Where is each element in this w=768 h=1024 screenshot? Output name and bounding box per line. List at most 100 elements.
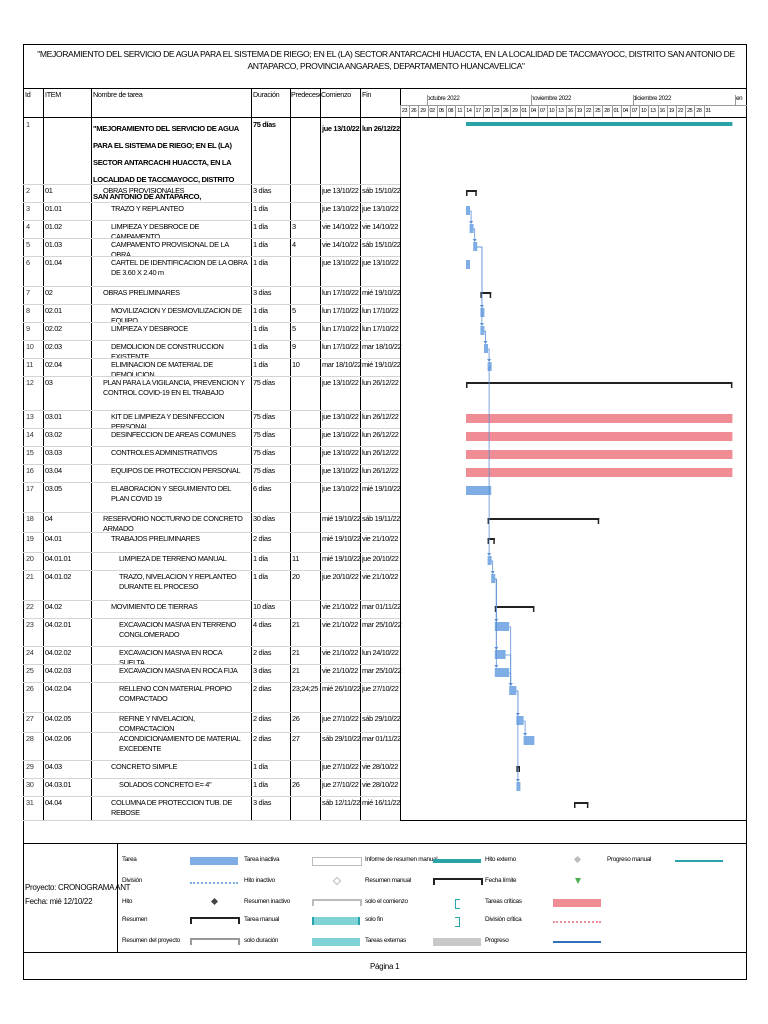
task-name: RESERVORIO NOCTURNO DE CONCRETO ARMADO [103,514,243,533]
legend-label-manual-task: Tarea manual [244,916,280,923]
timeline-month: noviembre 2022 [531,95,572,102]
row-divider [23,778,400,779]
row-divider [23,532,400,533]
timeline-day: 26 [411,108,417,114]
task-item: 02 [45,288,53,297]
task-item: 04.02.03 [45,666,71,675]
row-divider [23,482,400,483]
timeline-day: 17 [475,108,481,114]
row-divider [23,512,400,513]
task-duration: 10 días [253,602,275,611]
task-end: mar 01/11/22 [362,734,401,743]
col-divider [320,88,321,820]
legend-swatch-summary [190,917,240,924]
task-end: jue 20/10/22 [362,554,399,563]
task-id: 25 [26,666,34,675]
task-name: MOVIMIENTO DE TIERRAS [111,602,198,611]
task-id: 5 [26,240,30,249]
row-divider [23,446,400,447]
task-id: 15 [26,448,34,457]
task-item: 04.03 [45,762,62,771]
timeline-day: 19 [576,108,583,114]
month-divider [427,95,428,106]
row-divider [23,410,400,411]
task-start: mié 19/10/22 [322,534,361,543]
task-id: 17 [26,484,34,493]
timeline-day-divider [510,106,512,117]
row-divider [23,552,400,553]
task-id: 9 [26,324,30,333]
task-end: lun 26/12/22 [362,378,399,387]
task-end: mié 16/11/22 [362,798,400,807]
timeline-day: 28 [696,108,702,114]
task-name: TRABAJOS PRELIMINARES [111,534,200,543]
task-end: mar 01/11/22 [362,602,401,611]
timeline-day-divider [565,106,567,117]
task-predecessors: 11 [292,554,299,563]
task-id: 7 [26,288,30,297]
timeline-day: 29 [512,108,518,114]
task-name: LIMPIEZA DE TERRENO MANUAL [119,554,227,563]
task-end: lun 24/10/22 [362,648,399,657]
timeline-day-divider [602,106,604,117]
timeline-day-divider [455,106,457,117]
task-id: 14 [26,430,34,439]
task-end: sáb 15/10/22 [362,186,401,195]
legend-label-manual-summary-report: Informe de resumen manual [365,856,438,863]
task-id: 16 [26,466,34,475]
timeline-day: 25 [687,108,693,114]
task-name: REFINE Y NIVELACION, COMPACTACION [119,714,195,733]
task-duration: 1 día [253,222,268,231]
task-start: jue 27/10/22 [322,780,359,789]
task-duration: 6 días [253,484,272,493]
task-item: 01.01 [45,204,62,213]
task-item: 04.02 [45,602,62,611]
task-id: 6 [26,258,30,267]
timeline-day-divider [492,106,493,117]
legend-swatch-critical-tasks [553,899,601,907]
task-name: CONTROLES ADMINISTRATIVOS [111,448,218,457]
legend-swatch-deadline [575,878,581,884]
col-header-name: Nombre de tarea [93,90,143,99]
legend-swatch-project-summary [190,938,240,945]
task-duration: 3 días [253,288,272,297]
timeline-day: 23 [493,108,500,114]
timeline-day: 01 [521,108,527,114]
timeline-day: 10 [641,108,647,114]
legend-top-divider [23,843,747,844]
task-duration: 75 días [253,466,275,475]
task-start: jue 13/10/22 [322,448,359,457]
task-start: jue 13/10/22 [322,186,359,195]
task-start: mar 18/10/22 [322,360,362,369]
task-duration: 2 días [253,684,272,693]
task-id: 29 [26,762,34,771]
task-id: 19 [26,534,34,543]
task-start: jue 13/10/22 [322,430,359,439]
timeline-day-divider [538,106,539,117]
month-divider [633,95,634,106]
timeline-day-divider [630,106,631,117]
task-start: mié 19/10/22 [322,514,361,523]
task-name: CAMPAMENTO PROVISIONAL DE LA OBRA [111,240,229,259]
row-divider [23,732,400,733]
legend-divider [117,843,118,952]
timeline-day-divider [409,106,411,117]
task-start: jue 20/10/22 [322,572,359,581]
timeline-day: 19 [668,108,675,114]
task-id: 13 [26,412,34,421]
task-item: 01.03 [45,240,62,249]
timeline-day-divider [657,106,659,117]
task-name: DESINFECCION DE AREAS COMUNES [111,430,236,439]
task-item: 04.03.01 [45,780,71,789]
task-end: mié 19/10/22 [362,288,401,297]
task-name: RELLENO CON MATERIAL PROPIO COMPACTADO [119,684,232,703]
timeline-day: 31 [705,108,711,114]
task-start: lun 17/10/22 [322,324,359,333]
task-start: jue 27/10/22 [322,762,359,771]
col-divider [400,88,401,820]
task-start: jue 13/10/22 [322,258,359,267]
task-name: ELABORACION Y SEGUIMIENTO DEL PLAN COVID… [111,484,231,503]
page-label: Página 1 [370,962,400,971]
task-predecessors: 5 [292,306,296,315]
task-id: 21 [26,572,34,581]
